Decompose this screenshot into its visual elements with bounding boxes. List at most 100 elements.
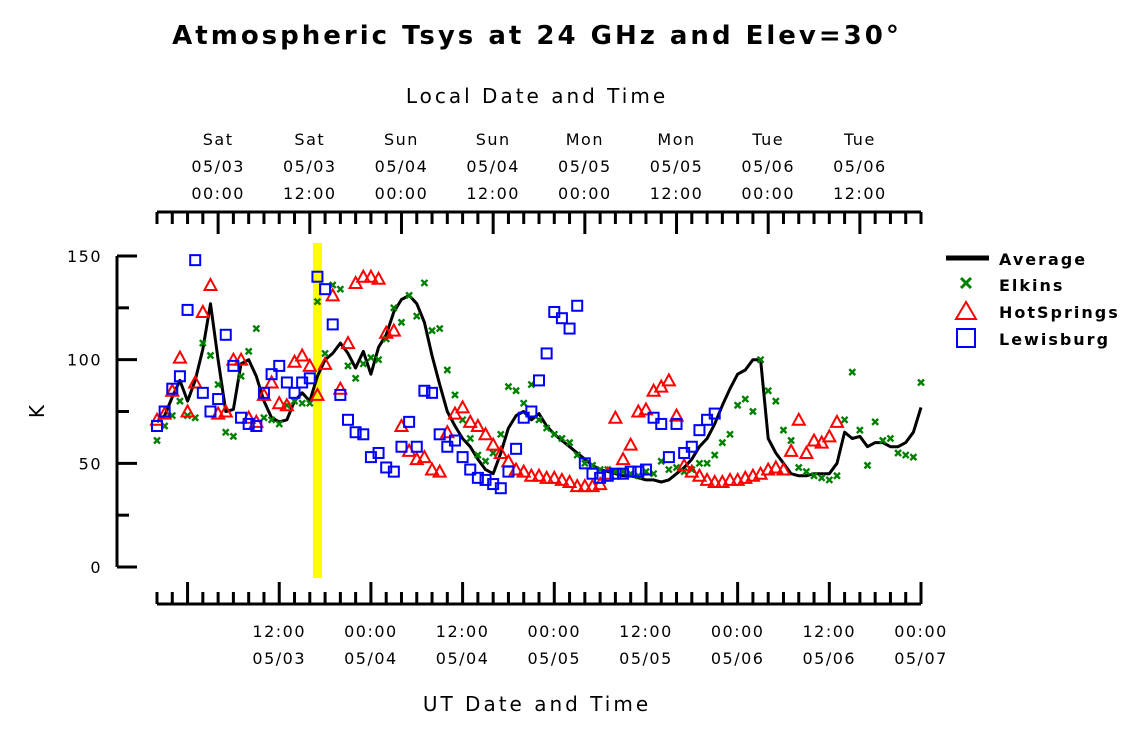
point-hotsprings [722, 471, 738, 486]
y-tick-label: 100 [67, 351, 102, 370]
point-elkins [580, 459, 589, 468]
point-lewisburg [227, 359, 240, 372]
top-tick-label: Sun [476, 130, 511, 149]
point-lewisburg [647, 411, 660, 424]
point-elkins [221, 428, 230, 437]
top-tick-label: Tue [843, 130, 876, 149]
point-elkins [367, 353, 375, 362]
point-hotsprings [416, 449, 433, 464]
top-tick-label: 12:00 [466, 184, 520, 203]
point-lewisburg [151, 420, 163, 433]
legend-label-average: Average [999, 250, 1087, 269]
series-elkins [153, 279, 925, 484]
point-lewisburg [189, 254, 202, 267]
point-lewisburg [701, 413, 714, 426]
point-lewisburg [204, 405, 217, 418]
point-lewisburg [265, 368, 278, 381]
point-hotsprings [791, 411, 807, 426]
point-hotsprings [493, 444, 509, 459]
point-lewisburg [166, 382, 179, 395]
y-tick-label: 0 [90, 558, 102, 577]
point-elkins [214, 380, 222, 389]
bottom-tick-label: 12:00 [436, 622, 490, 641]
top-axis-title: Local Date and Time [406, 84, 668, 108]
point-hotsprings [638, 401, 654, 416]
point-elkins [466, 434, 475, 443]
point-hotsprings [516, 463, 532, 478]
point-hotsprings [271, 395, 287, 410]
point-elkins [153, 436, 161, 445]
point-hotsprings [187, 374, 203, 389]
top-axis-ticks [155, 212, 923, 234]
point-hotsprings [577, 478, 593, 493]
point-hotsprings [538, 469, 555, 484]
point-elkins [321, 349, 329, 358]
point-lewisburg [372, 446, 385, 459]
point-hotsprings [607, 409, 624, 424]
point-hotsprings [294, 347, 310, 362]
bottom-tick-label: 05/05 [619, 649, 673, 668]
point-elkins [840, 415, 849, 424]
point-elkins [817, 473, 826, 482]
point-elkins [176, 397, 184, 405]
legend: Average Elkins HotSprings Lewisburg [946, 250, 1118, 349]
point-elkins [695, 459, 704, 468]
point-hotsprings [355, 268, 371, 283]
point-lewisburg [357, 428, 370, 441]
point-lewisburg [418, 384, 431, 397]
bottom-tick-label: 00:00 [711, 622, 765, 641]
point-elkins [550, 430, 559, 439]
point-hotsprings [302, 357, 318, 372]
point-lewisburg [601, 469, 614, 482]
point-elkins [290, 397, 299, 405]
point-lewisburg [403, 415, 416, 428]
marker-line [312, 243, 322, 578]
point-elkins [787, 436, 795, 445]
point-elkins [451, 391, 459, 399]
point-hotsprings [317, 355, 333, 370]
point-hotsprings [340, 334, 356, 350]
point-hotsprings [523, 467, 540, 482]
point-elkins [305, 399, 314, 408]
point-lewisburg [670, 417, 683, 430]
point-hotsprings [164, 382, 180, 397]
point-hotsprings [401, 442, 417, 457]
point-lewisburg [288, 386, 301, 399]
point-elkins [542, 424, 551, 432]
point-elkins [389, 303, 398, 312]
point-hotsprings [477, 426, 494, 441]
point-elkins [267, 415, 276, 424]
point-elkins [703, 459, 711, 468]
point-elkins [206, 351, 215, 360]
bottom-tick-label: 12:00 [803, 622, 857, 641]
point-hotsprings [263, 374, 280, 389]
chart-title: Atmospheric Tsys at 24 GHz and Elev=30° [172, 21, 902, 51]
point-hotsprings [156, 405, 173, 420]
bottom-axis: 12:00 05/03 00:00 05/04 12:00 05/04 00:00 05/05… [155, 582, 946, 668]
point-elkins [244, 347, 253, 356]
top-tick-label: 05/04 [466, 157, 520, 176]
top-tick-label: 12:00 [650, 184, 704, 203]
point-elkins [771, 397, 780, 405]
point-elkins [810, 471, 818, 480]
legend-swatch-elkins [959, 276, 973, 290]
point-hotsprings [615, 451, 631, 466]
top-tick-label: Sat [294, 130, 325, 149]
point-elkins [863, 461, 872, 470]
point-elkins [260, 413, 268, 422]
top-tick-label: 00:00 [191, 184, 245, 203]
point-hotsprings [783, 442, 799, 457]
point-elkins [802, 467, 811, 476]
legend-swatch-hotsprings [954, 300, 978, 320]
point-lewisburg [510, 442, 523, 455]
top-tick-label: 05/03 [283, 157, 337, 176]
point-hotsprings [561, 473, 578, 488]
point-hotsprings [806, 432, 822, 447]
bottom-axis-labels: 12:00 05/03 00:00 05/04 12:00 05/04 00:00 05/05… [252, 622, 946, 668]
point-elkins [749, 407, 757, 416]
point-elkins [198, 339, 207, 347]
point-elkins [909, 453, 918, 461]
point-lewisburg [685, 440, 698, 453]
point-lewisburg [456, 451, 469, 464]
point-lewisburg [632, 465, 645, 478]
